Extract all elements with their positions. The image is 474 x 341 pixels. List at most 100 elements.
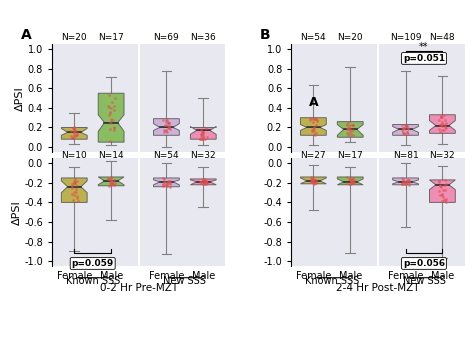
Point [200,131,207,137]
Point [69,182,76,187]
Text: N=54: N=54 [301,33,326,42]
Point [71,180,78,186]
Point [70,126,78,131]
Point [310,117,318,122]
Point [71,125,78,130]
Point [111,180,118,186]
Point [308,178,316,183]
Point [399,181,406,186]
Point [405,177,413,183]
Point [106,138,114,143]
Point [73,194,81,199]
Point [442,122,449,128]
Point [312,180,319,185]
Polygon shape [191,179,216,182]
Point [398,180,406,186]
Point [68,185,76,190]
Point [400,176,407,181]
Point [73,195,81,201]
Point [107,174,115,180]
Point [164,120,172,125]
Point [160,182,167,188]
Text: N=17: N=17 [337,151,363,160]
Point [166,180,174,186]
Text: N=81: N=81 [392,151,419,160]
Point [201,177,208,182]
Point [310,180,317,185]
Point [159,183,167,188]
Polygon shape [61,178,87,187]
Point [311,116,319,122]
Point [405,179,413,185]
Point [69,183,76,188]
Point [198,131,206,137]
Point [199,177,207,182]
Point [159,117,166,123]
Point [68,192,76,197]
Text: N=27: N=27 [301,151,326,160]
Point [160,127,168,132]
Point [163,117,171,122]
Point [106,177,113,182]
Point [439,195,447,200]
Point [403,179,410,184]
Point [163,181,171,186]
Point [345,132,352,137]
Polygon shape [392,130,419,135]
Point [203,134,210,139]
Point [405,182,413,188]
Point [199,130,207,135]
Point [161,176,168,182]
Point [438,114,445,119]
Point [106,110,114,116]
Point [441,117,448,122]
Point [347,176,355,181]
Point [160,180,168,185]
Point [442,199,449,204]
Point [307,115,314,121]
Point [347,181,355,186]
Polygon shape [61,187,87,203]
Point [108,99,115,104]
Point [69,125,77,131]
Point [108,105,115,110]
Point [70,131,78,137]
Text: New SSS: New SSS [164,276,206,285]
Polygon shape [429,125,456,133]
Point [436,129,444,134]
Point [436,192,443,197]
Point [347,133,355,138]
Point [442,124,449,130]
Point [69,197,76,203]
Text: 0-2 Hr Pre-MZT: 0-2 Hr Pre-MZT [100,283,178,293]
Text: A: A [21,28,32,42]
Polygon shape [392,182,419,185]
Point [437,115,445,120]
Point [73,189,80,194]
Point [438,198,446,204]
Point [200,180,207,186]
Point [164,181,171,187]
Point [400,125,407,131]
Point [347,177,355,183]
Point [110,125,118,131]
Point [403,130,411,135]
Point [345,177,353,182]
Point [110,124,118,129]
Point [310,125,318,131]
Point [349,132,356,138]
Point [164,180,171,185]
Point [346,124,353,130]
Point [343,180,351,186]
Text: N=20: N=20 [337,33,363,42]
Point [198,132,205,137]
Point [105,183,112,188]
Text: p=0.051: p=0.051 [403,54,445,63]
Point [72,182,80,187]
Point [310,176,318,182]
Point [401,122,409,128]
Point [166,127,174,132]
Point [400,178,408,184]
Point [310,179,317,184]
Text: N=36: N=36 [191,33,216,42]
